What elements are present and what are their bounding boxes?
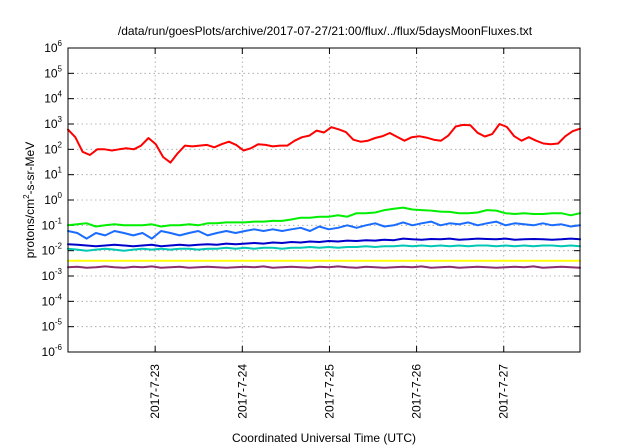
series-line-0 [67, 123, 581, 164]
y-tick-label: 10-3 [42, 267, 63, 283]
grid [68, 48, 580, 352]
y-tick-label: 10-6 [42, 343, 63, 359]
y-tick-label: 10-4 [42, 292, 63, 308]
series-line-1 [67, 206, 581, 228]
y-tick-label: 10-1 [42, 216, 63, 232]
y-tick-label: 105 [44, 64, 62, 80]
x-tick-label: 2017-7-24 [235, 364, 249, 419]
y-axis-label: protons/cm2-s-sr-MeV [22, 142, 37, 258]
y-tick-label: 100 [44, 191, 62, 207]
x-tick-label: 2017-7-23 [148, 364, 162, 419]
x-ticks: 2017-7-23 2017-7-24 2017-7-25 2017-7-26 2017… [148, 48, 511, 419]
chart-title: /data/run/goesPlots/archive/2017-07-27/2… [118, 24, 533, 38]
y-tick-label: 101 [44, 166, 62, 182]
x-tick-label: 2017-7-27 [497, 364, 511, 419]
y-tick-label: 106 [44, 39, 62, 55]
x-tick-label: 2017-7-25 [322, 364, 336, 419]
y-tick-label: 104 [44, 90, 62, 106]
plot-frame [67, 47, 581, 353]
series-line-2 [67, 220, 581, 240]
y-tick-label: 10-5 [42, 318, 63, 334]
y-tick-label: 102 [44, 140, 62, 156]
x-axis-label: Coordinated Universal Time (UTC) [232, 431, 416, 445]
series-line-6 [67, 265, 581, 269]
series-line-4 [67, 244, 581, 252]
y-tick-label: 103 [44, 115, 62, 131]
y-axis-label-sup: 2 [22, 194, 31, 199]
series-line-3 [67, 237, 581, 248]
x-tick-label: 2017-7-26 [410, 364, 424, 419]
y-axis-label-prefix: protons/cm [23, 199, 37, 258]
y-axis-label-suffix: -s-sr-MeV [23, 142, 37, 195]
y-ticks: 10-6 10-5 10-4 10-3 10-2 10-1 100 101 102 103 104 1… [42, 39, 580, 359]
y-tick-label: 10-2 [42, 242, 63, 258]
series-lines [67, 123, 581, 269]
